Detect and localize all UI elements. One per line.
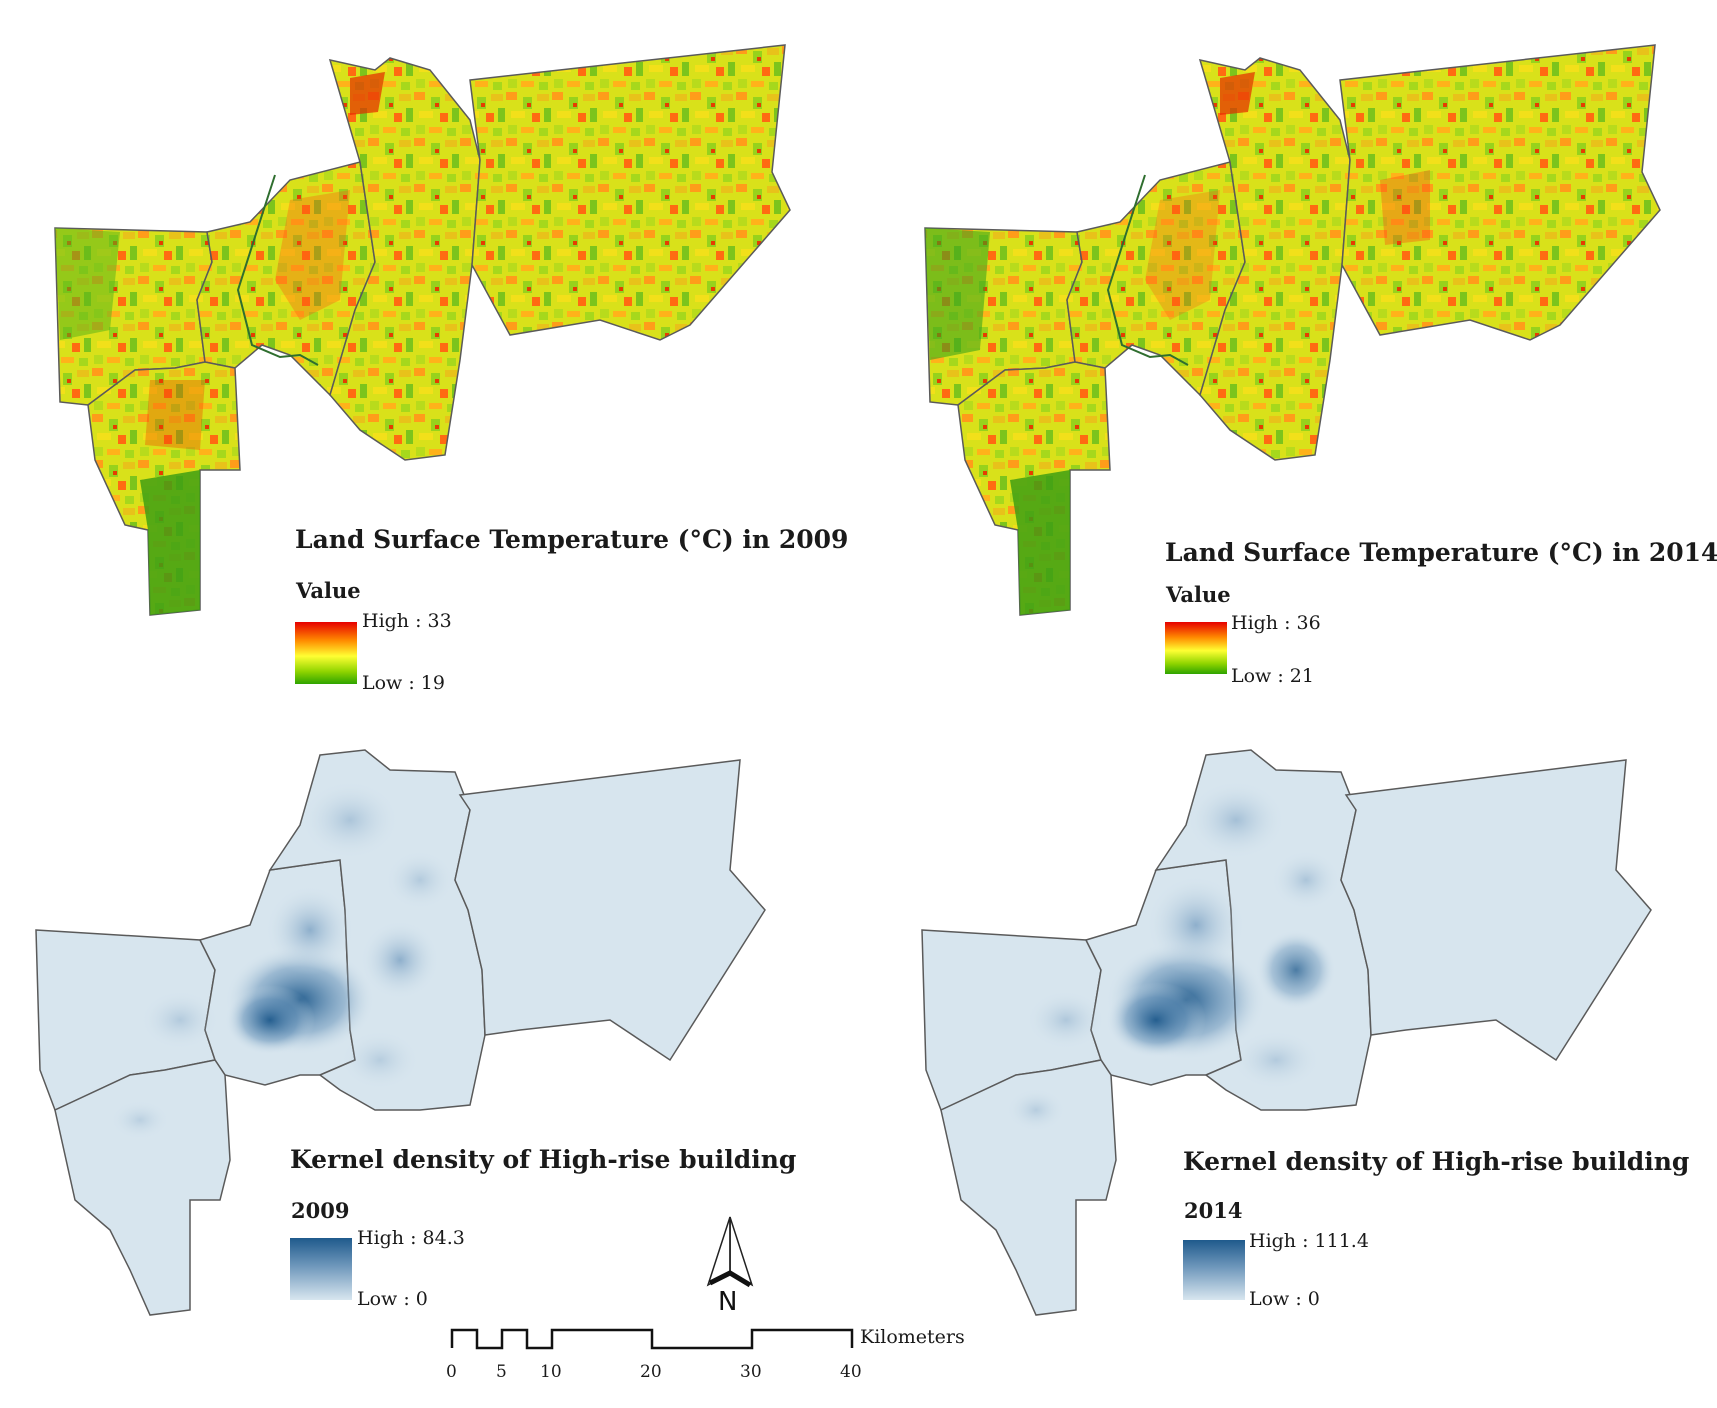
kd-2009-title: Kernel density of High-rise building (290, 1145, 797, 1174)
lst-2009-color-ramp (295, 622, 357, 684)
kd-2014-map (921, 749, 1652, 1316)
kd-2009-high-label: High : 84.3 (357, 1227, 465, 1249)
kd-2009-subtitle: 2009 (291, 1198, 350, 1223)
lst-2014-color-ramp (1165, 622, 1227, 674)
scale-bar: Kilometers 0 5 10 20 30 40 (440, 1320, 1040, 1390)
lst-2009-high-label: High : 33 (362, 610, 452, 632)
kd-2014-low-label: Low : 0 (1249, 1288, 1320, 1310)
scale-tick-0: 0 (446, 1362, 457, 1382)
kd-2009-color-ramp (290, 1238, 352, 1300)
kd-2014-title: Kernel density of High-rise building (1183, 1147, 1690, 1176)
scale-tick-40: 40 (840, 1362, 862, 1382)
kd-2009-low-label: Low : 0 (357, 1288, 428, 1310)
kd-2014-subtitle: 2014 (1184, 1198, 1243, 1223)
kd-2014-high-label: High : 111.4 (1249, 1230, 1369, 1252)
scale-tick-5: 5 (496, 1362, 507, 1382)
lst-2009-low-label: Low : 19 (362, 672, 445, 694)
north-arrow-icon (706, 1216, 754, 1288)
scale-tick-20: 20 (640, 1362, 662, 1382)
kd-2009-map (35, 749, 766, 1316)
lst-2014-high-label: High : 36 (1231, 612, 1321, 634)
scale-tick-30: 30 (740, 1362, 762, 1382)
scale-bar-graphic (450, 1328, 854, 1350)
north-arrow: N (700, 1215, 760, 1320)
lst-2009-title: Land Surface Temperature (°C) in 2009 (295, 525, 849, 554)
scale-tick-10: 10 (540, 1362, 562, 1382)
north-label: N (718, 1287, 738, 1317)
scale-unit-label: Kilometers (860, 1326, 965, 1348)
kd-2014-color-ramp (1183, 1240, 1245, 1300)
lst-2014-title: Land Surface Temperature (°C) in 2014 (1165, 538, 1717, 567)
lst-2014-low-label: Low : 21 (1231, 665, 1314, 687)
lst-2014-subtitle: Value (1166, 582, 1231, 607)
lst-2009-subtitle: Value (296, 578, 361, 603)
lst-2014-map (924, 44, 1661, 616)
lst-2009-map (54, 44, 791, 616)
